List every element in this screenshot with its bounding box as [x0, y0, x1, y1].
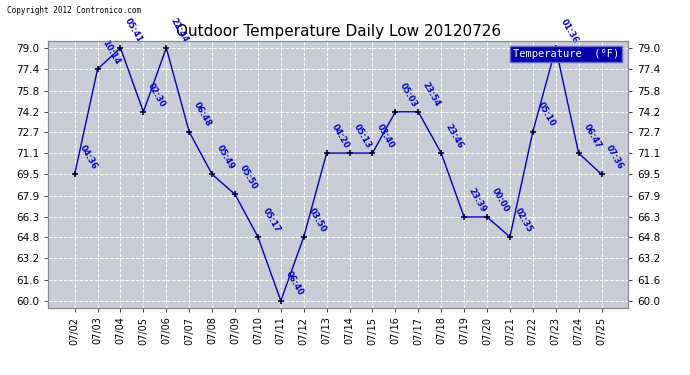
Text: 05:50: 05:50	[238, 164, 259, 191]
Text: 00:00: 00:00	[490, 186, 511, 214]
Text: 05:13: 05:13	[353, 122, 373, 150]
Text: 05:03: 05:03	[398, 81, 419, 108]
Text: 04:36: 04:36	[77, 144, 99, 171]
Text: 02:30: 02:30	[146, 81, 167, 108]
Text: 05:10: 05:10	[535, 101, 557, 129]
Text: 23:46: 23:46	[444, 122, 465, 150]
Text: 03:40: 03:40	[375, 122, 396, 150]
Text: 06:48: 06:48	[192, 101, 213, 129]
Text: 02:35: 02:35	[513, 206, 534, 234]
Text: 23:39: 23:39	[467, 186, 488, 214]
Text: 05:41: 05:41	[124, 17, 144, 45]
Text: Temperature  (°F): Temperature (°F)	[513, 49, 619, 59]
Text: 01:36: 01:36	[558, 17, 580, 45]
Text: 03:50: 03:50	[306, 206, 328, 234]
Text: Copyright 2012 Contronico.com: Copyright 2012 Contronico.com	[7, 6, 141, 15]
Text: 06:47: 06:47	[582, 122, 602, 150]
Text: 22:44: 22:44	[169, 17, 190, 45]
Text: 04:20: 04:20	[329, 122, 351, 150]
Text: 05:17: 05:17	[261, 206, 282, 234]
Text: 05:49: 05:49	[215, 144, 236, 171]
Text: 07:36: 07:36	[604, 144, 625, 171]
Text: 06:40: 06:40	[284, 270, 305, 297]
Title: Outdoor Temperature Daily Low 20120726: Outdoor Temperature Daily Low 20120726	[175, 24, 501, 39]
Text: 10:14: 10:14	[100, 38, 121, 66]
Text: 23:54: 23:54	[421, 81, 442, 108]
